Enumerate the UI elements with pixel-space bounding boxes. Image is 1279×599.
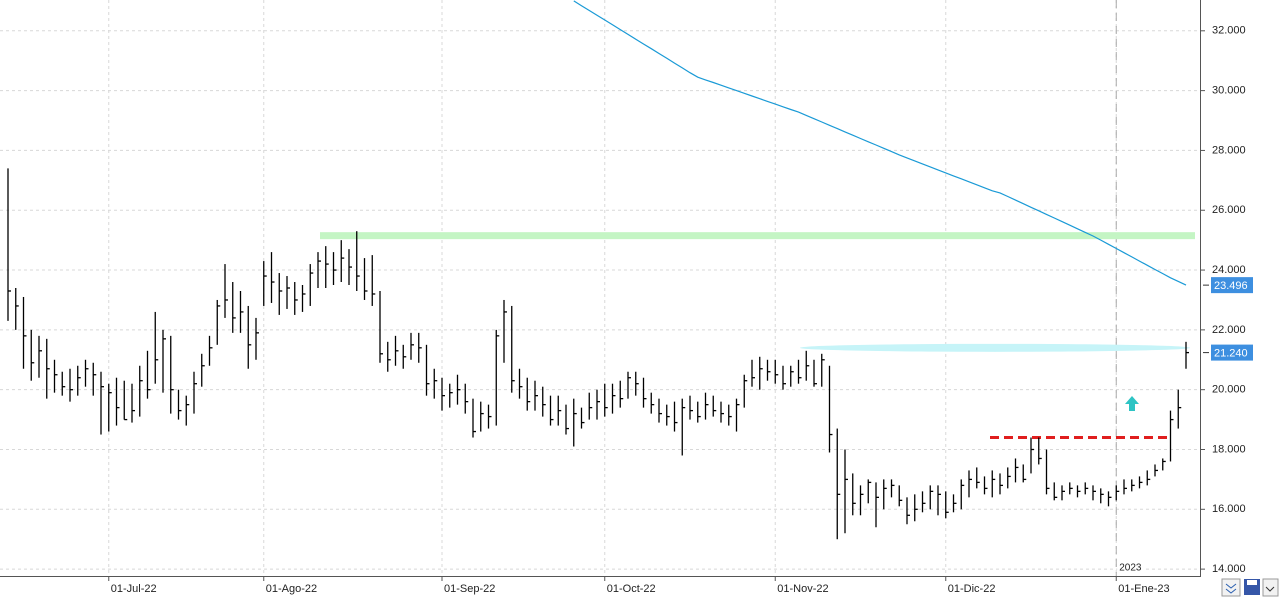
x-tick-label: 01-Ene-23 [1118,583,1169,595]
y-tick-label: 16.000 [1212,503,1246,515]
y-tick-label: 28.000 [1212,144,1246,156]
y-tick-label: 22.000 [1212,324,1246,336]
price-tag-label: 21.240 [1214,348,1248,360]
y-tick-label: 30.000 [1212,85,1246,97]
save-icon [1247,580,1257,585]
y-tick-label: 14.000 [1212,563,1246,575]
year-label-bg [1117,561,1145,575]
price-tag [1211,277,1253,294]
x-tick-label: 01-Ago-22 [266,583,317,595]
y-tick-label: 18.000 [1212,443,1246,455]
x-tick-label: 01-Jul-22 [111,583,157,595]
toolbar [1221,578,1279,597]
x-tick-label: 01-Oct-22 [607,583,656,595]
x-tick-label: 01-Sep-22 [444,583,495,595]
level-band [320,232,1195,240]
moving-average-line [573,0,1187,286]
menu-button[interactable] [1262,578,1279,597]
y-tick-label: 32.000 [1212,25,1246,37]
price-tag-label: 23.496 [1214,280,1248,292]
menu-icon [1265,586,1275,592]
y-tick-label: 20.000 [1212,384,1246,396]
y-tick-label: 26.000 [1212,204,1246,216]
y-tick-label: 24.000 [1212,264,1246,276]
up-arrow [1125,396,1139,411]
x-tick-label: 01-Dic-22 [948,583,996,595]
price-tag [1211,344,1253,361]
x-tick-label: 01-Nov-22 [777,583,828,595]
zoom-icon [1225,583,1237,594]
level-band [800,343,1190,352]
year-label: 2023 [1119,563,1142,574]
